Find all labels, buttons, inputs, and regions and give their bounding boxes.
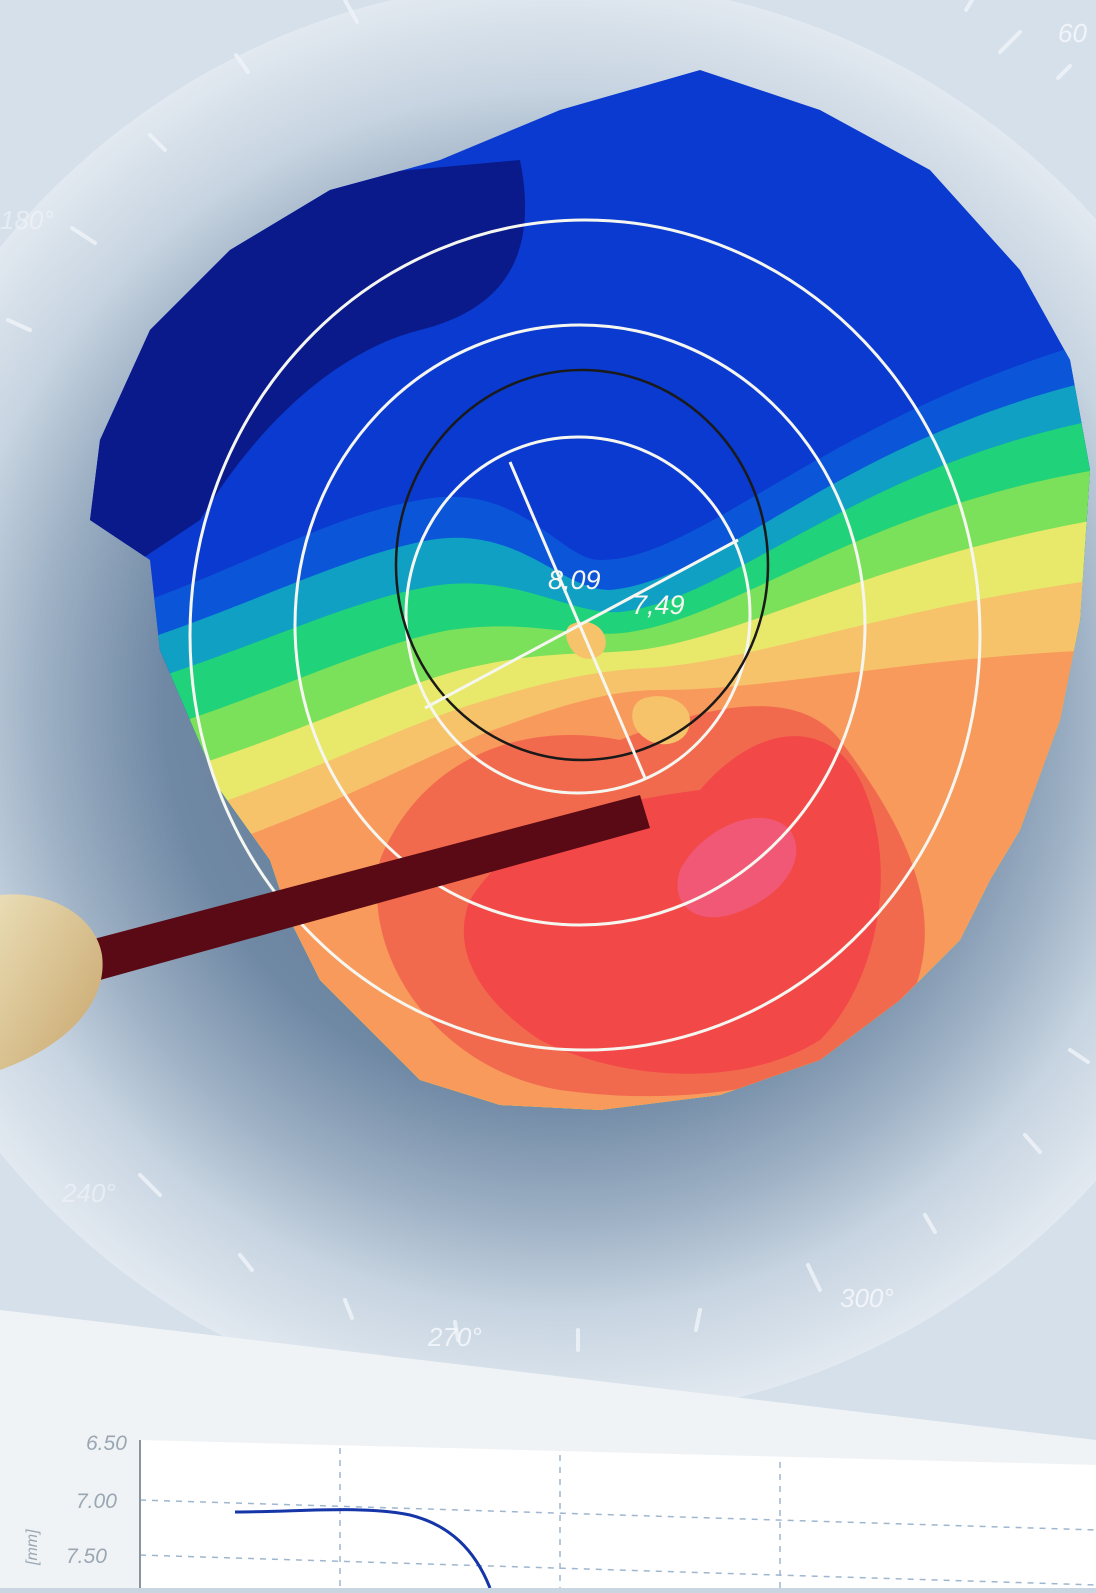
angle-label-300: 300° <box>840 1283 894 1313</box>
y-tick-label: 7.50 <box>66 1545 107 1568</box>
angle-label-240: 240° <box>62 1178 116 1208</box>
angle-ticks <box>6 0 1090 1352</box>
y-tick-label: 6.50 <box>86 1432 127 1455</box>
meridian-lines <box>424 461 739 779</box>
angle-label-270: 270° <box>428 1322 482 1352</box>
pointer <box>0 795 650 1070</box>
measurement-rings <box>188 218 982 1052</box>
center-value-2: 7,49 <box>632 590 685 620</box>
y-tick-label: 7.00 <box>76 1490 117 1513</box>
y-axis-label: [mm] <box>24 1529 41 1565</box>
angle-label-60: 60 <box>1058 18 1087 48</box>
plot-grid <box>139 1448 1096 1588</box>
center-value-1: 8,09 <box>548 565 601 595</box>
angle-label-180: 180° <box>0 205 54 235</box>
plot-area <box>140 1440 1096 1588</box>
profile-curve <box>234 1508 492 1589</box>
